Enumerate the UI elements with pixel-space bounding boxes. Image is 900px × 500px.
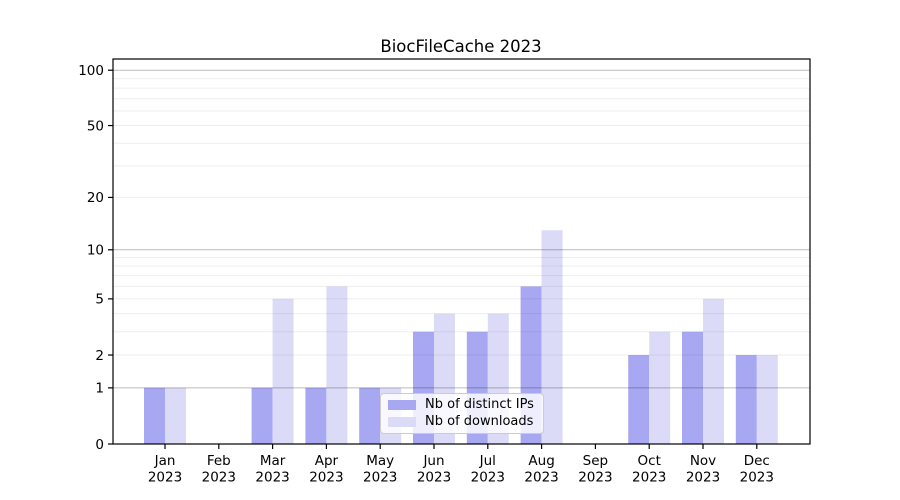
grid-layer [113,69,810,389]
legend-item-downloads: Nb of downloads [388,415,535,429]
bar-nb-of-distinct-ips-apr [305,387,327,444]
x-tick-label-year: 2023 [578,470,612,486]
x-tick-label-year: 2023 [471,470,505,486]
x-tick-label-year: 2023 [524,470,558,486]
legend-swatch-downloads [388,417,416,427]
bar-nb-of-downloads-mar [272,298,294,444]
y-tick-label: 50 [87,118,104,134]
bar-nb-of-distinct-ips-may [359,387,381,444]
x-tick-label-month: Oct [638,453,661,469]
x-tick-label-year: 2023 [363,470,397,486]
y-tick-label: 2 [95,348,104,364]
axes-layer: 0125102050100Jan2023Feb2023Mar2023Apr202… [78,58,811,486]
x-tick-label-month: Jun [422,453,444,469]
bar-nb-of-distinct-ips-mar [251,387,273,444]
y-tick-label: 5 [95,292,104,308]
bar-nb-of-downloads-nov [703,298,724,444]
y-tick-label: 1 [95,381,104,397]
x-tick-label-month: Mar [260,453,286,469]
x-tick-label-year: 2023 [417,470,451,486]
bar-nb-of-downloads-oct [649,331,671,444]
x-tick-label-month: Jan [154,453,176,469]
y-tick-label: 20 [87,190,104,206]
x-tick-label-month: Nov [690,453,716,469]
bar-nb-of-distinct-ips-dec [735,355,757,444]
x-tick-label-month: Aug [528,453,554,469]
y-tick-label: 100 [78,63,104,79]
bar-nb-of-downloads-aug [541,230,563,444]
legend-item-distinct-ips: Nb of distinct IPs [388,398,535,412]
bar-nb-of-downloads-jan [165,387,186,444]
bar-nb-of-downloads-dec [756,355,778,444]
x-tick-label-month: Apr [315,453,339,469]
legend-swatch-distinct-ips [388,400,416,410]
bar-nb-of-distinct-ips-jan [144,387,165,444]
y-tick-label: 0 [95,437,104,453]
plot-border [112,58,811,445]
x-tick-label-month: Jul [479,453,496,469]
x-tick-label-year: 2023 [148,470,182,486]
bar-nb-of-distinct-ips-oct [628,355,650,444]
x-tick-label-year: 2023 [255,470,289,486]
x-tick-label-year: 2023 [686,470,720,486]
x-tick-label-year: 2023 [632,470,666,486]
legend-label-distinct-ips: Nb of distinct IPs [425,397,534,412]
bar-nb-of-downloads-apr [326,286,348,444]
x-tick-label-month: Feb [207,453,231,469]
x-tick-label-year: 2023 [202,470,236,486]
bar-nb-of-distinct-ips-nov [682,331,703,444]
x-tick-label-year: 2023 [309,470,343,486]
x-tick-label-year: 2023 [740,470,774,486]
x-tick-label-month: Dec [744,453,770,469]
x-tick-label-month: Sep [583,453,608,469]
legend-label-downloads: Nb of downloads [425,414,534,429]
y-tick-label: 10 [87,243,104,259]
x-tick-label-month: May [366,453,394,469]
legend: Nb of distinct IPs Nb of downloads [380,393,544,434]
chart-title: BiocFileCache 2023 [380,37,541,56]
